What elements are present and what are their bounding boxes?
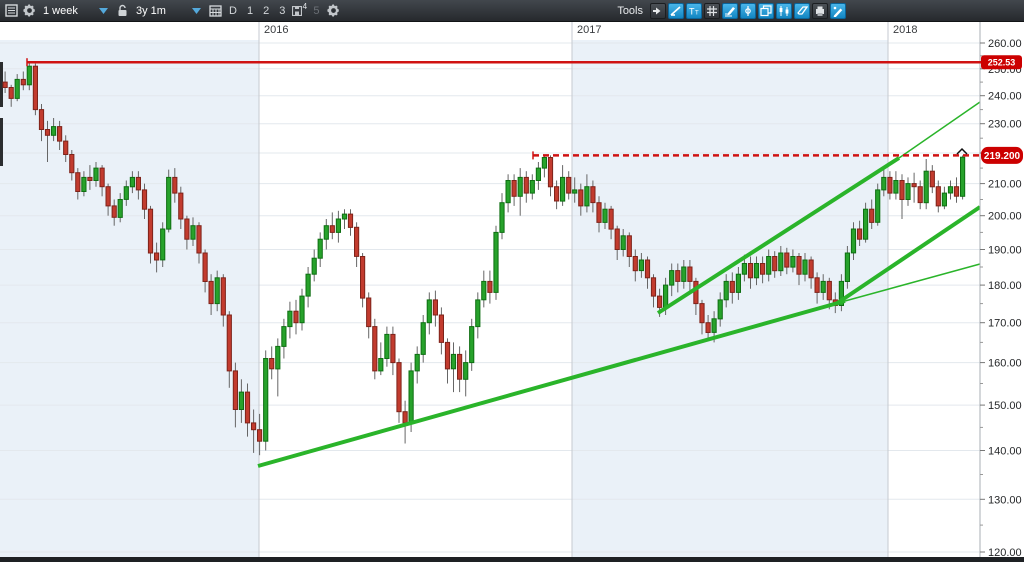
year-label: 2016: [264, 24, 288, 36]
crosshair-tool-button[interactable]: [704, 2, 720, 19]
year-label: 2017: [577, 24, 601, 36]
range-dropdown[interactable]: 3y 1m: [132, 5, 205, 17]
axis-tick-label: 240.00: [988, 91, 1022, 103]
eraser-tool-button[interactable]: [794, 2, 810, 19]
pattern-tool-button[interactable]: [776, 2, 792, 19]
calendar-icon: [208, 5, 222, 17]
trend-line[interactable]: [834, 205, 982, 306]
news-button[interactable]: [3, 3, 19, 19]
save-icon: [291, 5, 302, 16]
axis-tick-label: 200.00: [988, 211, 1022, 223]
plot-band: [0, 40, 259, 557]
axis-tick-label: 130.00: [988, 494, 1022, 506]
chevron-down-icon: [99, 7, 108, 14]
trend-line[interactable]: [898, 101, 981, 159]
printer-tool-button[interactable]: [812, 2, 828, 19]
year-label: 2018: [893, 24, 917, 36]
settings-button[interactable]: [325, 3, 341, 19]
lock-button[interactable]: [114, 3, 130, 19]
interval-value: 1 week: [43, 4, 78, 17]
pattern-icon: [779, 5, 789, 16]
draw-tool-button[interactable]: [722, 2, 738, 19]
price-label-text: 219.200: [984, 151, 1021, 162]
axis-tick-label: 140.00: [988, 446, 1022, 458]
eraser-icon: [797, 5, 808, 15]
clipped-candle: [0, 62, 3, 107]
annotate-tool-button[interactable]: [830, 2, 846, 19]
windows-icon: [760, 4, 772, 16]
layout-button-5: 5: [313, 4, 320, 17]
price-label: [981, 55, 1022, 70]
collapse-icon: [653, 6, 662, 15]
trend-line[interactable]: [844, 263, 981, 302]
axis-tick-label: 180.00: [988, 280, 1022, 292]
axis-tick-label: 210.00: [988, 179, 1022, 191]
svg-text:T: T: [695, 10, 699, 16]
axis-tick-label: 170.00: [988, 318, 1022, 330]
trendline-tool-button[interactable]: [668, 2, 684, 19]
collapse-tool-button[interactable]: [650, 2, 666, 19]
bottom-border: [0, 557, 1024, 562]
axis-tick-label: 260.00: [988, 38, 1022, 50]
candlestick-series: [2, 62, 966, 456]
period-button-daily[interactable]: D: [229, 4, 237, 17]
gear-icon: [327, 4, 339, 17]
plot-band: [259, 40, 572, 557]
range-value: 3y 1m: [136, 4, 166, 17]
trend-line[interactable]: [656, 156, 901, 315]
news-icon: [4, 4, 18, 17]
draw-icon: [725, 6, 735, 16]
trend-line[interactable]: [257, 299, 846, 468]
chart-settings-button[interactable]: [21, 3, 37, 19]
printer-icon: [816, 6, 824, 16]
trendline-icon: [670, 5, 681, 16]
axis-tick-label: 120.00: [988, 547, 1022, 559]
layout-button-3[interactable]: 3: [279, 4, 286, 17]
ohlc-marker-tool-button[interactable]: [740, 2, 756, 19]
gear-icon: [22, 4, 35, 17]
annotate-icon: [833, 6, 843, 17]
plot-band: [888, 40, 980, 557]
interval-dropdown[interactable]: 1 week: [39, 5, 112, 17]
layout-button-2[interactable]: 2: [263, 4, 270, 17]
price-axis[interactable]: [980, 22, 1024, 557]
axis-tick-label: 230.00: [988, 119, 1022, 131]
svg-text:T: T: [689, 6, 695, 16]
last-candle-marker: [956, 147, 968, 155]
crosshair-icon: [707, 5, 717, 16]
price-label: [981, 146, 1023, 164]
axis-tick-label: 160.00: [988, 358, 1022, 370]
lock-icon: [118, 4, 126, 16]
axis-tick-label: 190.00: [988, 245, 1022, 257]
save-slot-number: 4: [302, 2, 308, 11]
price-label-text: 252.53: [988, 57, 1016, 67]
windows-tool-button[interactable]: [758, 2, 774, 19]
axis-tick-label: 150.00: [988, 400, 1022, 412]
layout-button-1[interactable]: 1: [246, 4, 254, 17]
tools-label: Tools: [617, 4, 643, 17]
toolbar: 1 week 3y 1m D 1 2 3 4 5: [0, 0, 1024, 22]
chevron-down-icon: [192, 7, 201, 14]
calendar-button[interactable]: [207, 3, 223, 19]
ohlc-marker-icon: [745, 5, 751, 16]
clipped-candle: [0, 118, 3, 166]
save-layout-button[interactable]: 4: [291, 2, 308, 19]
toolbar-left: 1 week 3y 1m D 1 2 3 4 5: [3, 2, 341, 19]
